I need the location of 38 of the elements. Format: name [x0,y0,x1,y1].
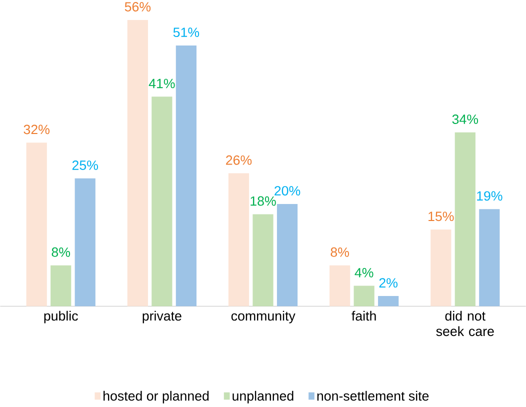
data-label: 26% [226,156,252,166]
bar [50,265,72,306]
x-tick-label: faith [352,311,376,321]
bar [479,209,500,306]
x-tick-label: public [44,311,78,324]
bar [330,265,350,306]
data-label: 51% [173,28,200,38]
data-label: 41% [148,79,175,88]
legend-label: non-settlement site [317,391,429,401]
legend-label: unplanned [232,391,294,404]
data-label: 34% [452,114,478,124]
data-label: 32% [24,124,50,134]
data-label: 4% [354,268,374,278]
x-tick-label: private [142,311,182,324]
data-label: 8% [330,248,349,258]
bar [378,296,399,306]
bar [454,132,476,306]
data-label: 8% [52,248,70,258]
bar [430,230,452,306]
x-tick-label: did not seek care [436,311,494,336]
data-label: 20% [274,186,300,196]
data-label: 18% [250,196,276,206]
bar [276,204,298,306]
data-label: 25% [72,160,98,170]
bar [228,173,250,306]
data-label: 15% [428,212,454,222]
bar [354,286,374,306]
data-label: 56% [124,2,151,12]
bar [176,46,196,306]
bar [252,214,274,306]
legend-label: hosted or planned [104,391,209,404]
data-label: 19% [477,191,502,201]
bar [152,96,172,306]
bar [26,142,47,306]
bar [127,20,148,306]
x-tick-label: community [231,311,296,324]
bar [74,178,96,306]
data-label: 2% [379,278,398,288]
